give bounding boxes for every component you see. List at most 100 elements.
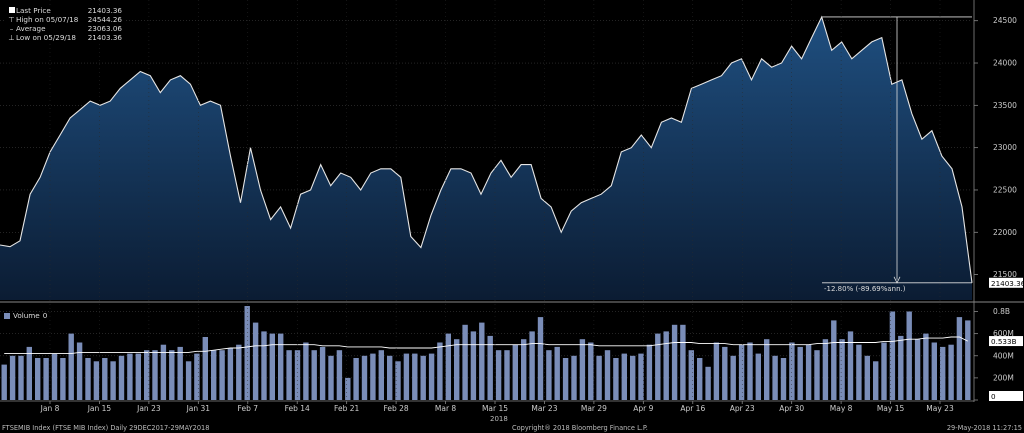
volume-bar: [144, 350, 150, 400]
x-tick-label: Mar 29: [581, 404, 607, 413]
x-tick-label: Feb 21: [334, 404, 359, 413]
volume-bar: [26, 346, 32, 400]
volume-bar: [60, 358, 66, 400]
volume-bar: [9, 355, 16, 400]
volume-bar: [873, 361, 879, 400]
volume-bar: [546, 350, 552, 400]
price-tick-label: 23500: [993, 101, 1017, 110]
x-tick-label: Mar 23: [531, 404, 557, 413]
volume-bar: [1, 364, 7, 400]
legend-value: 24544.26: [87, 15, 122, 24]
volume-bar: [211, 350, 217, 400]
volume-bar: [856, 344, 862, 400]
volume-bar: [906, 311, 912, 400]
volume-bar: [403, 353, 410, 400]
x-axis: Jan 8 Jan 15 Jan 23 Jan 31 Feb 7 Feb 14 Feb 21…: [40, 0, 954, 413]
volume-bar: [931, 342, 937, 400]
volume-bar: [269, 333, 275, 400]
volume-zero-tag-bg: [989, 391, 1023, 401]
volume-bar: [43, 358, 49, 400]
volume-bar: [361, 355, 368, 400]
volume-bar: [889, 311, 896, 400]
x-tick-label: Feb 14: [285, 404, 310, 413]
last-price-tag: 21403.36: [991, 279, 1024, 288]
x-tick-label: May 8: [830, 404, 853, 413]
x-tick-label: Jan 23: [136, 404, 161, 413]
volume-bar: [286, 350, 292, 400]
volume-bar: [956, 317, 963, 400]
legend-row-high: ⊤ High on 05/07/18 24544.26: [7, 15, 122, 24]
volume-y-axis: 200M 400M 600M 0.8B: [973, 302, 1014, 402]
high-marker-icon: ⊤: [8, 15, 15, 24]
volume-bar: [881, 342, 887, 400]
x-tick-label: Mar 8: [435, 404, 457, 413]
volume-bar: [462, 324, 468, 400]
legend-label: High on 05/07/18: [16, 15, 79, 24]
volume-bar: [697, 358, 703, 400]
volume-bar: [738, 344, 745, 400]
volume-bar: [127, 353, 133, 400]
volume-bar: [965, 320, 971, 400]
high-low-annotation: -12.80% (-89.69%ann.): [821, 16, 972, 293]
volume-bar: [671, 324, 678, 400]
volume-bar: [428, 353, 435, 400]
volume-zero-tag: 0: [991, 392, 996, 401]
volume-bar: [864, 355, 870, 400]
volume-bar: [311, 350, 317, 400]
volume-bar: [252, 322, 259, 400]
volume-bar: [336, 350, 343, 400]
volume-bar: [370, 353, 376, 400]
volume-bar: [445, 333, 451, 400]
x-tick-label: Jan 15: [87, 404, 112, 413]
x-tick-label: Jan 8: [40, 404, 60, 413]
volume-bar: [177, 346, 183, 400]
price-tick-label: 23000: [993, 143, 1017, 152]
volume-bar: [764, 339, 770, 400]
volume-bar: [537, 317, 544, 400]
volume-bar: [219, 350, 225, 400]
volume-bar: [470, 331, 477, 400]
volume-bar: [831, 320, 837, 400]
price-line: [0, 15, 973, 283]
legend-row-last: Last Price 21403.36: [7, 6, 122, 15]
low-marker-icon: ⊥: [8, 33, 15, 42]
value-tags: 21403.36 0.533B 0: [989, 277, 1024, 401]
x-tick-label: Feb 28: [384, 404, 409, 413]
volume-average-line: [4, 336, 968, 355]
volume-bar: [244, 306, 250, 400]
volume-bar: [227, 348, 234, 400]
volume-bar: [688, 350, 694, 400]
x-tick-label: Mar 15: [482, 404, 508, 413]
x-tick-label: Jan 31: [186, 404, 211, 413]
price-tick-label: 21500: [993, 270, 1017, 279]
volume-bar: [152, 350, 158, 400]
volume-bar: [948, 344, 954, 400]
volume-bar: [529, 331, 535, 400]
volume-bar: [646, 344, 653, 400]
volume-bar: [18, 355, 24, 400]
volume-bar: [194, 353, 200, 400]
x-tick-label: Apr 16: [680, 404, 705, 413]
volume-bar: [68, 333, 74, 400]
volume-bar: [554, 346, 560, 400]
volume-bar: [613, 358, 619, 400]
volume-tick-label: 0.8B: [993, 307, 1010, 316]
volume-bar: [479, 322, 485, 400]
volume-swatch-icon: [4, 312, 10, 319]
x-tick-label: Feb 7: [238, 404, 259, 413]
price-area: [0, 17, 972, 300]
price-legend: Last Price 21403.36 ⊤ High on 05/07/18 2…: [4, 5, 125, 43]
volume-bar: [655, 333, 661, 400]
volume-bar: [110, 361, 116, 400]
volume-bar: [705, 366, 711, 400]
volume-bar: [755, 353, 761, 400]
volume-bar: [621, 353, 627, 400]
volume-bar: [571, 355, 577, 400]
price-y-axis: 21500 22000 22500 23000 23500 24000 24500: [973, 0, 1017, 302]
volume-bar: [454, 339, 460, 400]
volume-bar: [261, 331, 267, 400]
x-tick-label: Apr 9: [633, 404, 653, 413]
volume-bar: [278, 333, 284, 400]
legend-value: 21403.36: [87, 33, 122, 42]
volume-bar: [85, 358, 91, 400]
